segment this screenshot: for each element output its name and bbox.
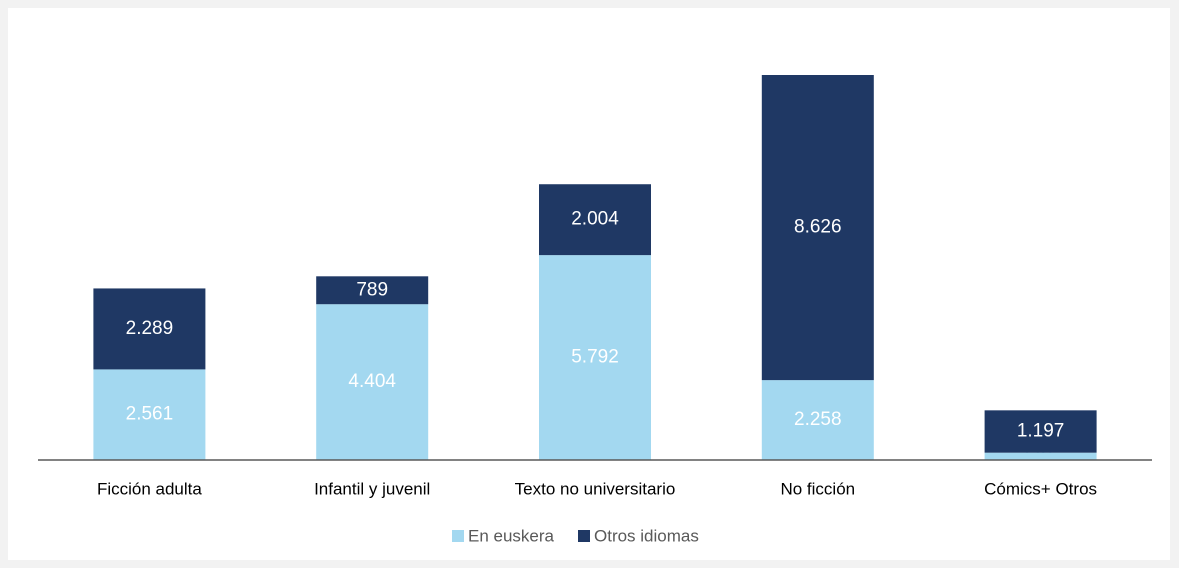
legend-swatch: [452, 530, 464, 542]
x-tick-label: Texto no universitario: [515, 479, 676, 498]
bar-segment: [984, 410, 1097, 453]
bar-segment: [984, 452, 1097, 460]
bar-segment: [93, 288, 206, 370]
value-label: 2.561: [126, 404, 174, 425]
bar-segment: [539, 255, 651, 460]
bar-segment: [539, 184, 651, 256]
legend-swatch: [578, 530, 590, 542]
bar-segment: [316, 276, 429, 305]
bar-segment: [761, 75, 874, 381]
x-tick-label: Infantil y juvenil: [314, 479, 430, 498]
x-tick-label: Cómics+ Otros: [984, 479, 1097, 498]
value-label: 5.792: [571, 347, 619, 368]
x-tick-label: No ficción: [780, 479, 855, 498]
value-label: 2.004: [571, 209, 619, 230]
bar-segment: [316, 304, 429, 460]
value-label: 8.626: [794, 217, 842, 238]
legend-label: Otros idiomas: [594, 526, 699, 545]
value-label: 4.404: [348, 371, 396, 392]
legend-label: En euskera: [468, 526, 555, 545]
value-label: 2.258: [794, 409, 842, 430]
value-label: 789: [356, 279, 388, 300]
x-tick-label: Ficción adulta: [97, 479, 202, 498]
bar-segment: [761, 380, 874, 460]
value-label: 2.289: [126, 318, 174, 339]
value-label: 1.197: [1017, 421, 1065, 442]
bar-segment: [93, 369, 206, 460]
